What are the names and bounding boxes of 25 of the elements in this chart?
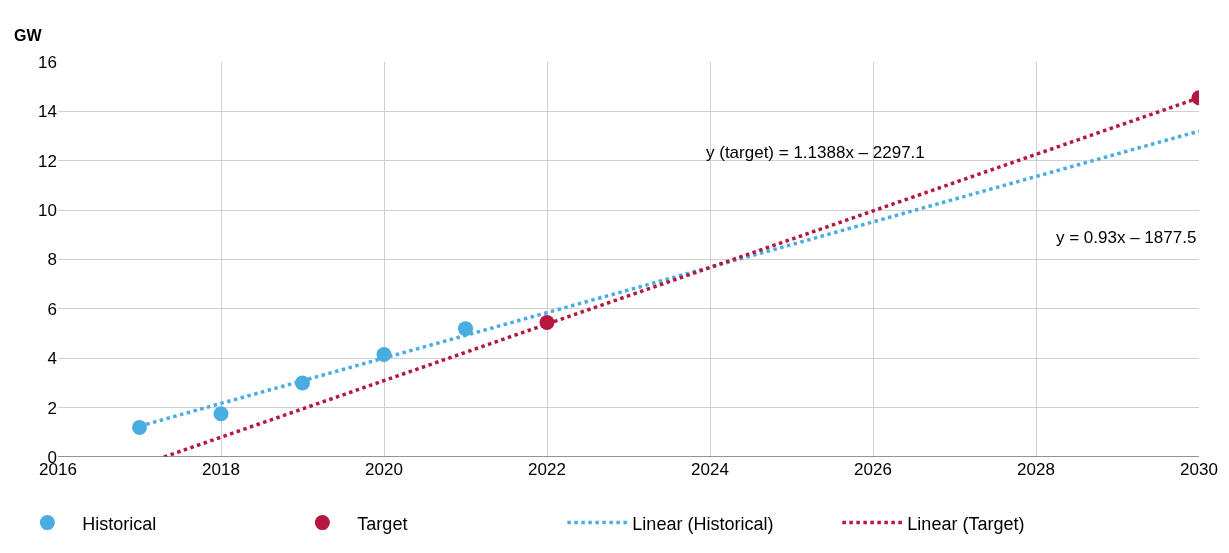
y-tick-label: 6 — [47, 299, 57, 319]
x-tick-label: 2020 — [365, 460, 403, 479]
point — [458, 321, 473, 337]
y-tick-label: 4 — [47, 349, 57, 369]
x-tick-label: 2028 — [1017, 460, 1055, 479]
x-tick-label: 2018 — [202, 460, 240, 479]
x-tick-label: 2030 — [1180, 460, 1218, 479]
point — [213, 406, 229, 422]
y-axis-title: GW — [14, 27, 43, 44]
legend-label: Target — [357, 513, 408, 534]
point — [132, 419, 147, 435]
x-tick-label: 2024 — [691, 460, 729, 479]
y-tick-label: 10 — [38, 201, 57, 221]
y-tick-label: 12 — [38, 151, 57, 171]
legend-label: Linear (Target) — [907, 513, 1025, 534]
y-tick-label: 8 — [47, 250, 57, 270]
y-tick-label: 16 — [38, 52, 57, 72]
y-tick-label: 14 — [38, 102, 57, 122]
annotation: y (target) = 1.1388x – 2297.1 — [706, 143, 925, 162]
x-tick-label: 2022 — [528, 460, 566, 479]
y-tick-label: 2 — [47, 398, 57, 418]
legend-label: Historical — [82, 513, 157, 534]
x-tick-label: 2026 — [854, 460, 892, 479]
annotation: y = 0.93x – 1877.5 — [1056, 228, 1197, 247]
legend-label: Linear (Historical) — [632, 513, 774, 534]
